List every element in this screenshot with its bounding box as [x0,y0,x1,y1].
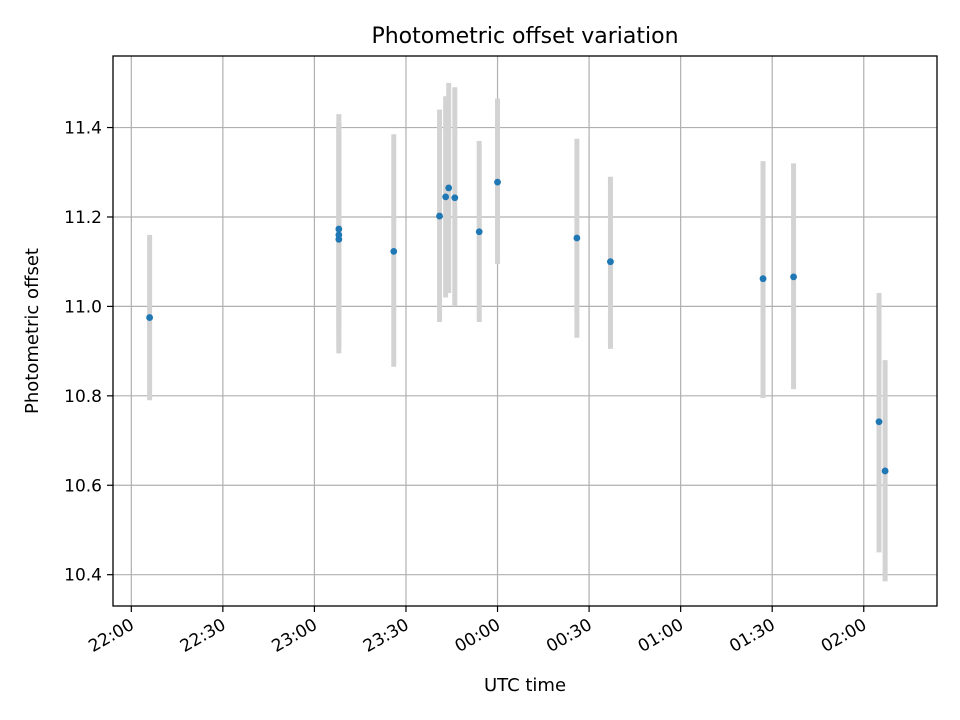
data-point [494,178,501,186]
data-point [875,418,883,426]
y-axis-label: Photometric offset [22,248,43,414]
y-tick-label: 10.4 [64,566,102,586]
data-point [475,228,483,236]
data-point [445,184,453,192]
y-tick-label: 10.8 [64,387,102,407]
grid [113,56,937,606]
chart-title: Photometric offset variation [371,24,678,49]
y-tick-label: 10.6 [64,476,102,496]
data-point [573,234,581,242]
data-point [790,273,797,281]
plot-frame [112,55,938,607]
data-point [436,212,443,220]
data-point [759,275,767,283]
y-tick-label: 11.4 [64,119,102,139]
y-axis-ticks: 10.4 10.6 10.8 11.0 11.2 11.4 [64,119,113,586]
data-markers [146,178,889,475]
data-point [881,467,889,475]
data-point [335,235,343,243]
data-point [442,193,450,201]
y-tick-label: 11.2 [64,208,102,228]
data-point [335,225,343,233]
data-point [146,314,154,321]
y-tick-label: 11.0 [64,297,102,317]
x-axis-label: UTC time [484,675,566,696]
data-point [390,248,398,255]
data-point [451,194,459,202]
data-point [607,258,614,266]
